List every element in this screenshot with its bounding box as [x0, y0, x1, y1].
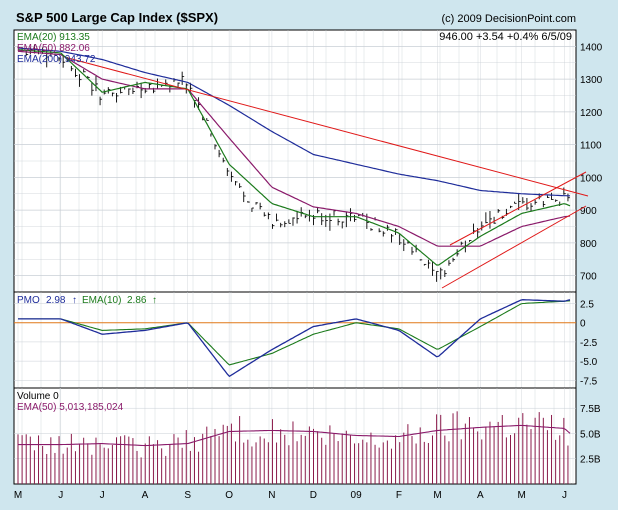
- pmo-grid: [14, 292, 576, 388]
- price-y-tick-label: 1200: [580, 108, 603, 119]
- price-grid: [14, 30, 576, 292]
- x-tick-label: M: [518, 490, 526, 501]
- chart-title: S&P 500 Large Cap Index ($SPX): [16, 10, 218, 25]
- copyright-text: (c) 2009 DecisionPoint.com: [441, 13, 576, 25]
- x-tick-label: O: [225, 490, 233, 501]
- pmo-y-tick-label: -2.5: [580, 338, 598, 349]
- channel-upper-trendline: [449, 171, 587, 246]
- pmo-value: 2.98: [46, 295, 66, 306]
- price-y-tick-label: 800: [580, 239, 597, 250]
- volume-ema-label: EMA(50) 5,013,185,024: [17, 402, 124, 413]
- pmo-ema-up-arrow-icon: ↑: [152, 295, 157, 306]
- price-y-tick-label: 1400: [580, 42, 603, 53]
- x-tick-label: D: [310, 490, 317, 501]
- last-quote: 946.00 +3.54 +0.4% 6/5/09: [439, 31, 572, 43]
- price-ohlc-bars: [17, 44, 570, 282]
- pmo-line: [18, 299, 571, 378]
- channel-lower-trendline: [441, 205, 587, 289]
- x-tick-label: 09: [351, 490, 363, 501]
- pmo-up-arrow-icon: ↑: [72, 295, 77, 306]
- price-y-tick-label: 1000: [580, 173, 603, 184]
- pmo-y-tick-label: 0: [580, 319, 586, 330]
- resistance-trendline: [67, 57, 589, 197]
- x-tick-label: J: [58, 490, 63, 501]
- ema200-line: [17, 47, 570, 197]
- volume-panel: 7.5B 5.0B 2.5B Volume 0 EMA(50) 5,013,185,…: [13, 387, 601, 485]
- volume-y-axis: 7.5B 5.0B 2.5B: [580, 404, 601, 466]
- volume-bars: [17, 411, 569, 484]
- pmo-y-tick-label: -5.0: [580, 357, 598, 368]
- x-tick-label: M: [14, 490, 22, 501]
- pmo-ema-label: EMA(10): [82, 295, 121, 306]
- price-panel: 1400 1300 1200 1100 1000 900 800 700 946.00 +3.…: [13, 29, 603, 293]
- legend-ema50: EMA(50) 882.06: [17, 43, 90, 54]
- pmo-ema-value: 2.86: [127, 295, 147, 306]
- pmo-y-axis: 2.5 0 -2.5 -5.0 -7.5: [580, 300, 598, 388]
- volume-y-tick-label: 2.5B: [580, 455, 601, 466]
- pmo-panel: 2.5 0 -2.5 -5.0 -7.5 PMO 2.98 ↑ EMA(10) 2.86…: [13, 291, 598, 389]
- x-tick-label: S: [184, 490, 191, 501]
- pmo-ema-line: [18, 300, 571, 366]
- volume-y-tick-label: 7.5B: [580, 404, 601, 415]
- price-y-tick-label: 700: [580, 272, 597, 283]
- ema20-line: [17, 49, 571, 266]
- x-tick-label: N: [268, 490, 275, 501]
- volume-y-tick-label: 5.0B: [580, 429, 601, 440]
- x-axis: M J J A S O N D 09 F M A M J: [14, 490, 567, 501]
- volume-panel-bg: [13, 387, 577, 485]
- x-tick-label: A: [477, 490, 484, 501]
- price-y-axis: 1400 1300 1200 1100 1000 900 800 700: [580, 42, 603, 282]
- x-tick-label: A: [142, 490, 149, 501]
- ema50-line: [17, 50, 571, 247]
- volume-label: Volume 0: [17, 391, 59, 402]
- x-tick-label: J: [562, 490, 567, 501]
- pmo-y-tick-label: -7.5: [580, 376, 598, 387]
- legend-ema20: EMA(20) 913.35: [17, 32, 90, 43]
- price-y-tick-label: 1100: [580, 141, 602, 152]
- pmo-label: PMO: [17, 295, 40, 306]
- pmo-y-tick-label: 2.5: [580, 300, 594, 311]
- pmo-panel-bg: [13, 291, 577, 389]
- price-y-tick-label: 900: [580, 206, 597, 217]
- x-tick-label: M: [433, 490, 441, 501]
- x-tick-label: F: [396, 490, 402, 501]
- legend-ema200: EMA(200) 943.72: [17, 54, 96, 65]
- volume-ema-line: [18, 424, 571, 447]
- price-y-tick-label: 1300: [580, 75, 603, 86]
- x-tick-label: J: [100, 490, 105, 501]
